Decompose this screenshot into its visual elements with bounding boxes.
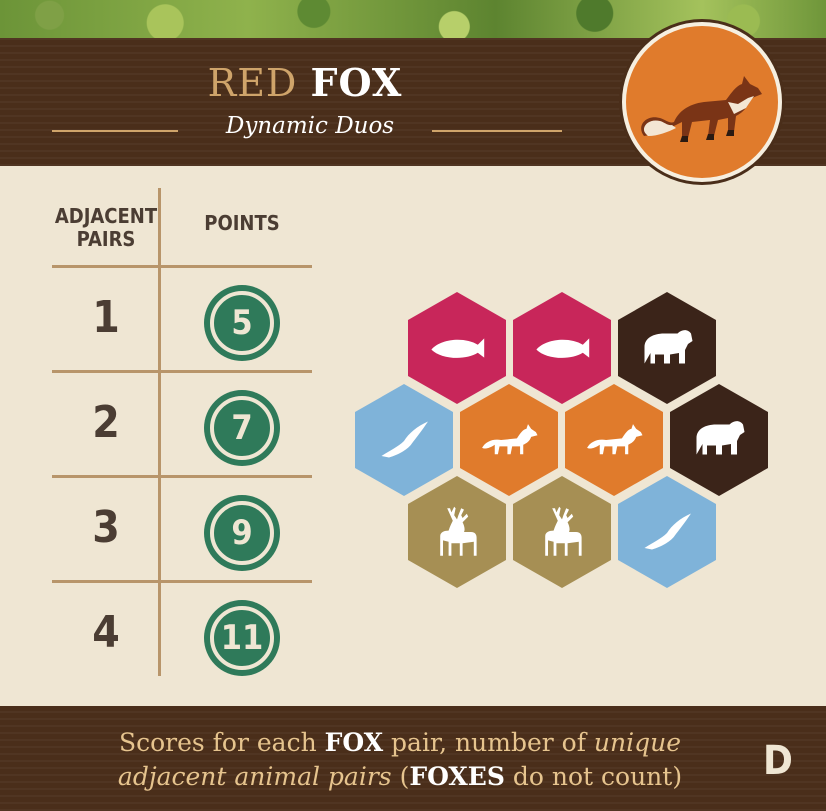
rule-text-fox: FOX xyxy=(324,728,384,757)
hex-tile-fox-2 xyxy=(565,384,663,496)
hex-tile-fox-1 xyxy=(460,384,558,496)
hex-tile-elk-2 xyxy=(513,476,611,588)
pairs-value-3: 3 xyxy=(92,502,120,553)
rule-text-adjacent: adjacent animal pairs xyxy=(117,762,392,791)
header-adjacent-pairs: ADJACENT PAIRS xyxy=(52,205,160,251)
card-variant-letter: D xyxy=(763,738,793,784)
title-word-red: RED xyxy=(207,61,298,105)
subtitle-rule-right xyxy=(432,130,562,132)
rule-text-unique: unique xyxy=(593,728,682,757)
table-divider-2 xyxy=(52,370,312,373)
hex-tile-salmon-2 xyxy=(513,292,611,404)
header-adjacent-line1: ADJACENT xyxy=(54,204,158,228)
rule-text-part: pair, number of xyxy=(383,728,594,757)
subtitle-rule-left xyxy=(52,130,178,132)
pairs-value-2: 2 xyxy=(92,397,120,448)
rule-text-part: ( xyxy=(391,762,410,791)
hex-tile-hawk-2 xyxy=(618,476,716,588)
rule-text-foxes: FOXES xyxy=(409,762,505,791)
pairs-value-4: 4 xyxy=(92,607,120,658)
rule-line-1: Scores for each FOX pair, number of uniq… xyxy=(60,726,740,760)
header-adjacent-line2: PAIRS xyxy=(76,227,136,251)
card-subtitle: Dynamic Duos xyxy=(225,113,395,139)
title-word-fox: FOX xyxy=(310,60,403,105)
points-token-4: 11 xyxy=(210,606,274,670)
hex-tile-bear-1 xyxy=(618,292,716,404)
hex-tile-hawk-1 xyxy=(355,384,453,496)
rule-line-2: adjacent animal pairs (FOXES do not coun… xyxy=(60,760,740,794)
footer-band xyxy=(0,706,826,811)
table-divider-1 xyxy=(52,265,312,268)
rule-text-part: do not count) xyxy=(504,762,683,791)
points-token-2: 7 xyxy=(210,396,274,460)
table-divider-3 xyxy=(52,475,312,478)
points-token-3: 9 xyxy=(210,501,274,565)
scoring-rule-text: Scores for each FOX pair, number of uniq… xyxy=(60,726,740,794)
example-hex-layout xyxy=(355,292,768,588)
header-points: POINTS xyxy=(204,211,280,235)
table-divider-4 xyxy=(52,580,312,583)
hex-tile-bear-2 xyxy=(670,384,768,496)
hex-tile-elk-1 xyxy=(408,476,506,588)
card-title: RED FOX xyxy=(120,60,490,105)
fox-icon xyxy=(641,76,762,142)
points-token-1: 5 xyxy=(210,291,274,355)
table-vertical-divider xyxy=(158,188,161,676)
pairs-value-1: 1 xyxy=(92,292,120,343)
rule-text-part: Scores for each xyxy=(118,728,325,757)
hex-tile-salmon-1 xyxy=(408,292,506,404)
fox-emblem xyxy=(622,22,782,182)
